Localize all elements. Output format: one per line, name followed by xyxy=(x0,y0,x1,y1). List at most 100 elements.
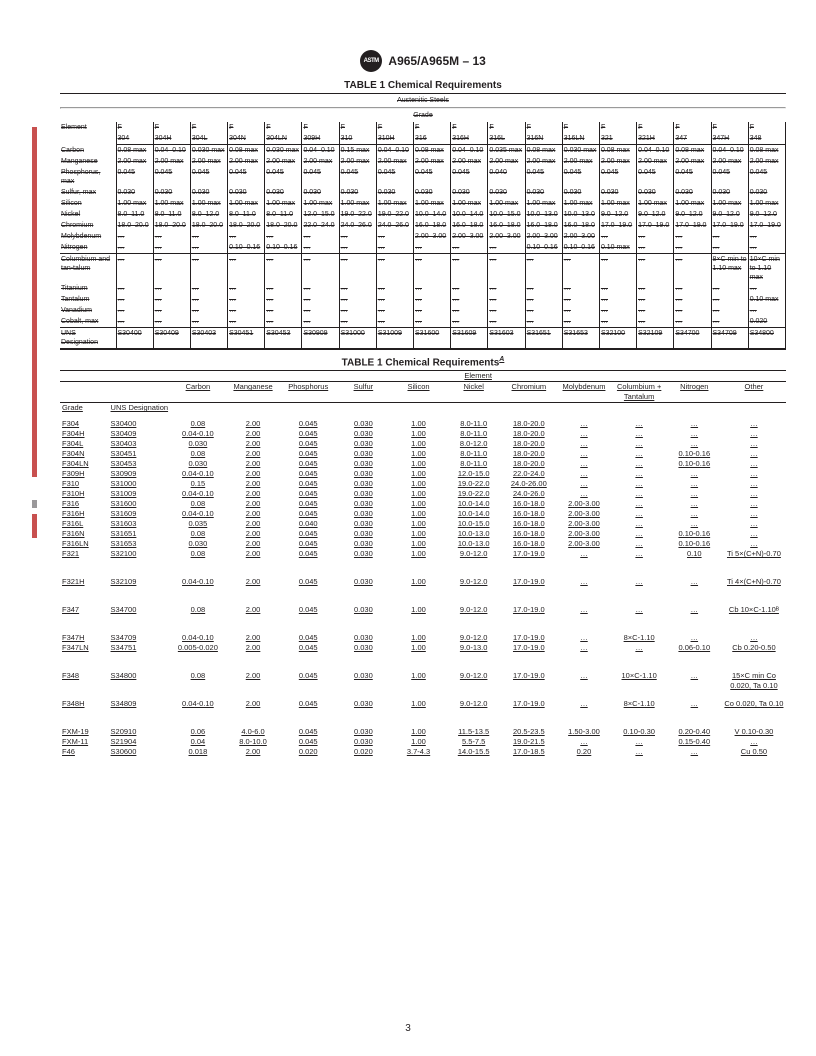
data-cell: … xyxy=(556,699,611,727)
old-cell: … xyxy=(228,316,265,328)
old-cell: … xyxy=(599,316,636,328)
old-cell: … xyxy=(488,294,525,305)
data-cell: 1.00 xyxy=(391,529,446,539)
data-cell: … xyxy=(722,459,786,469)
old-cell: … xyxy=(190,294,227,305)
data-cell: 0.15 xyxy=(170,479,225,489)
data-cell: 2.00 xyxy=(225,605,280,633)
data-cell: 0.030 xyxy=(336,439,391,449)
old-cell: 1.00 max xyxy=(711,198,748,209)
data-cell: 0.20-0.40 xyxy=(667,727,722,737)
old-uns-cell: S31651 xyxy=(525,328,562,349)
old-grade-top: F xyxy=(562,122,599,133)
old-uns-cell: S31603 xyxy=(488,328,525,349)
table-row: F304LS304030.0302.000.0450.0301.008.0-12… xyxy=(60,439,786,449)
old-cell: 0.030 max xyxy=(265,145,302,157)
data-cell: 0.10-0.16 xyxy=(667,539,722,549)
old-cell: 0.030 xyxy=(376,187,413,198)
data-cell: 1.00 xyxy=(391,469,446,479)
old-cell: … xyxy=(228,283,265,294)
old-cell: … xyxy=(637,254,674,283)
data-cell: 9.0-12.0 xyxy=(446,699,501,727)
data-cell: … xyxy=(667,633,722,643)
data-cell: 4.0-6.0 xyxy=(225,727,280,737)
data-cell: … xyxy=(612,429,667,439)
data-cell: 0.10-0.30 xyxy=(612,727,667,737)
data-cell: 0.030 xyxy=(336,699,391,727)
data-cell: … xyxy=(612,489,667,499)
old-cell: … xyxy=(339,294,376,305)
data-cell: 0.030 xyxy=(336,549,391,577)
old-uns-cell: S30453 xyxy=(265,328,302,349)
uns-cell: S21904 xyxy=(109,737,171,747)
old-cell: 18.0–20.0 xyxy=(116,220,153,231)
old-element-label: Phosphorus, max xyxy=(60,167,116,187)
grade-cell: F321 xyxy=(60,549,109,577)
grade-cell: F316LN xyxy=(60,539,109,549)
data-cell: 17.0-19.0 xyxy=(501,699,556,727)
uns-cell: S34809 xyxy=(109,699,171,727)
old-cell: … xyxy=(116,305,153,316)
data-cell: 0.15-0.40 xyxy=(667,737,722,747)
data-cell: 12.0-15.0 xyxy=(446,469,501,479)
data-cell: … xyxy=(612,479,667,489)
new-col-header: Phosphorus xyxy=(281,382,336,403)
old-element-label: Nickel xyxy=(60,209,116,220)
new-col-header: Carbon xyxy=(170,382,225,403)
old-cell: … xyxy=(414,254,451,283)
old-cell: 0.030 xyxy=(228,187,265,198)
old-cell: 22.0–24.0 xyxy=(302,220,339,231)
old-element-label: Cobalt, max xyxy=(60,316,116,328)
old-cell: 18.0–20.0 xyxy=(153,220,190,231)
data-cell: 17.0-19.0 xyxy=(501,671,556,699)
old-cell: 0.04–0.10 xyxy=(153,145,190,157)
old-cell: 2.00 max xyxy=(376,156,413,167)
old-cell: 10×C min to 1.10 max xyxy=(748,254,785,283)
old-cell: … xyxy=(339,254,376,283)
data-cell: … xyxy=(722,419,786,429)
old-cell: 0.045 xyxy=(674,167,711,187)
data-cell: 0.045 xyxy=(281,449,336,459)
data-cell: … xyxy=(722,489,786,499)
data-cell: 0.030 xyxy=(336,643,391,671)
data-cell: Cb 0.20-0.50 xyxy=(722,643,786,671)
data-cell: 8.0-11.0 xyxy=(446,449,501,459)
data-cell: 0.030 xyxy=(336,529,391,539)
old-cell: 0.045 xyxy=(339,167,376,187)
data-cell: 19.0-22.0 xyxy=(446,479,501,489)
data-cell: 9.0-13.0 xyxy=(446,643,501,671)
data-cell: 18.0-20.0 xyxy=(501,459,556,469)
data-cell: 0.030 xyxy=(336,489,391,499)
old-uns-cell: S32109 xyxy=(637,328,674,349)
data-cell: 0.045 xyxy=(281,419,336,429)
old-cell: … xyxy=(451,254,488,283)
grade-cell: F310H xyxy=(60,489,109,499)
old-cell: 2.00–3.00 xyxy=(488,231,525,242)
new-col-header: Nitrogen xyxy=(667,382,722,403)
old-cell: … xyxy=(302,242,339,254)
data-cell: … xyxy=(612,529,667,539)
table-row: F316NS316510.082.000.0450.0301.0010.0-13… xyxy=(60,529,786,539)
data-cell: 0.045 xyxy=(281,499,336,509)
data-cell: 0.045 xyxy=(281,459,336,469)
data-cell: … xyxy=(556,439,611,449)
data-cell: 0.04-0.10 xyxy=(170,489,225,499)
old-cell: 2.00 max xyxy=(302,156,339,167)
data-cell: 1.00 xyxy=(391,479,446,489)
grade-cell: F348 xyxy=(60,671,109,699)
data-cell: 2.00 xyxy=(225,539,280,549)
old-uns-cell: S30403 xyxy=(190,328,227,349)
data-cell: … xyxy=(612,643,667,671)
old-cell: 2.00 max xyxy=(525,156,562,167)
old-cell: … xyxy=(265,231,302,242)
old-cell: … xyxy=(153,294,190,305)
data-cell: 0.045 xyxy=(281,699,336,727)
uns-cell: S34700 xyxy=(109,605,171,633)
old-cell: 17.0–19.0 xyxy=(674,220,711,231)
data-cell: … xyxy=(667,489,722,499)
new-col-header: Chromium xyxy=(501,382,556,403)
old-grade-bot: 304L xyxy=(190,133,227,145)
data-cell: 1.00 xyxy=(391,539,446,549)
old-cell: … xyxy=(674,242,711,254)
old-cell: … xyxy=(265,294,302,305)
